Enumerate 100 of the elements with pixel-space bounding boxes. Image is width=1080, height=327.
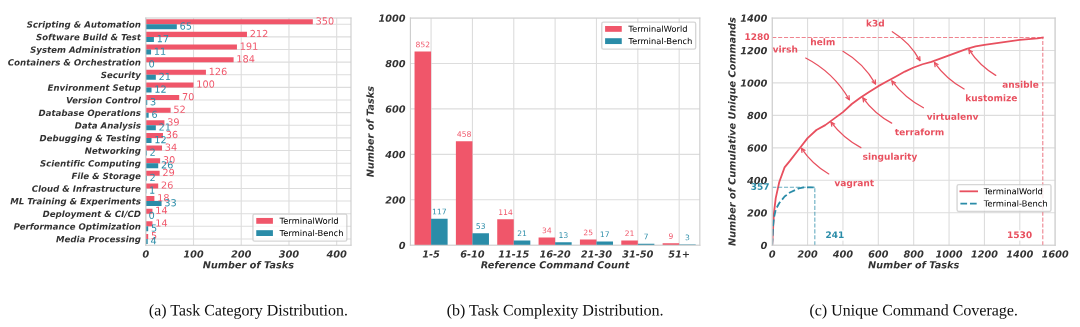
annotation: vagrant [834,179,874,189]
bar [431,218,448,246]
y-tick-label: Security [100,71,142,80]
data-label: 12 [155,135,166,144]
bar [145,112,149,118]
data-label: 34 [165,143,177,151]
x-tick-label: 400 [326,250,347,258]
x-tick-label: 21-30 [581,250,612,258]
x-tick-label: 300 [278,250,299,258]
x-tick-label: 16-20 [539,250,571,258]
x-axis-title: Number of Tasks [868,260,959,269]
y-tick-label: 1000 [378,14,406,22]
data-label: 2 [150,148,155,156]
bar [145,132,163,138]
x-tick-label: 6-10 [460,250,485,258]
bar [145,163,159,169]
data-label: 39 [167,118,179,126]
y-tick-label: Containers & Orchestration [8,58,141,66]
legend-label: Terminal-Bench [628,37,692,45]
y-tick-label: Version Control [66,96,142,104]
x-tick-label: 1-5 [422,250,440,258]
data-label: 184 [237,55,255,63]
legend-label: Terminal-Bench [983,200,1047,207]
annotation: k3d [866,19,884,27]
legend-label: TerminalWorld [279,217,338,224]
data-label: 126 [209,67,227,76]
data-label: 29 [163,168,175,177]
data-label: 70 [182,92,194,101]
y-tick-label: Environment Setup [47,84,141,93]
x-tick-label: 51+ [668,250,689,258]
data-label: 52 [174,105,185,113]
y-tick-label: File & Storage [71,172,141,181]
y-axis-title: Number of Cumulative Unique Commands [728,17,738,246]
x-tick-label: 200 [231,250,252,258]
data-label: 0 [149,211,155,220]
legend-label: TerminalWorld [628,25,687,32]
ref-line-label: 357 [751,183,769,190]
data-label: 11 [154,47,166,55]
y-tick-label: Performance Optimization [13,223,141,232]
data-label: 14 [156,219,168,227]
y-tick-label: 200 [385,196,406,204]
ref-line-label: 1280 [745,33,770,41]
data-label: 350 [316,17,334,25]
data-label: 14 [156,206,168,214]
bar [145,158,161,164]
bar [596,241,614,246]
y-tick-label: 600 [747,144,767,152]
data-label: 36 [166,130,178,139]
data-label: 100 [197,80,215,88]
annotation: virsh [772,45,798,53]
legend-label: Terminal-Bench [279,229,343,237]
data-label: 65 [180,22,192,30]
bar [145,201,162,207]
data-label: 2 [150,173,155,182]
data-label: 21 [159,123,171,131]
y-tick-label: ML Training & Experiments [10,197,141,207]
legend-label: TerminalWorld [983,187,1043,195]
x-tick-label: 0 [769,250,776,258]
y-tick-label: Data Analysis [74,122,141,131]
text: (b) Task Complexity Distribution. [447,304,663,319]
y-tick-label: System Administration [30,46,141,55]
x-tick-label: 1000 [935,250,963,258]
data-label: 12 [155,85,166,93]
annotation: kustomize [965,94,1017,102]
x-tick-label: 200 [797,250,818,258]
bar [662,243,680,246]
data-label: 1 [150,186,155,194]
y-tick-label: 1400 [740,14,767,22]
bar [145,36,154,42]
bar [513,240,531,246]
y-tick-label: 600 [385,105,406,113]
text: (a) Task Category Distribution. [149,304,347,319]
y-tick-label: Deployment & CI/CD [42,210,141,219]
bar [145,125,156,131]
x-tick-label: 800 [903,250,924,258]
x-tick-label: 0 [142,250,149,258]
y-tick-label: 1000 [740,79,767,87]
y-tick-label: Scripting & Automation [26,21,141,30]
data-label: 17 [157,35,169,43]
annotation: ansible [1002,80,1039,88]
y-tick-label: 400 [747,176,767,185]
text: (c) Unique Command Coverage. [810,304,1017,319]
bar [497,219,514,246]
y-tick-label: Cloud & Infrastructure [32,185,141,192]
bar [455,141,473,246]
bar [145,87,152,93]
bar [145,24,177,30]
x-tick-label: 1400 [1006,250,1033,258]
bar [621,240,638,246]
y-tick-label: Database Operations [38,109,141,118]
y-tick-label: 0 [760,241,767,250]
annotation: terraform [894,128,944,136]
y-tick-label: 400 [385,150,406,159]
y-axis-title: Number of Tasks [366,86,374,178]
y-tick-label: Media Processing [56,235,141,245]
x-tick-label: 1200 [971,250,998,258]
y-tick-label: 0 [399,241,406,250]
bar [145,137,152,143]
y-tick-label: Scientific Computing [40,159,141,169]
annotation: helm [811,38,835,46]
